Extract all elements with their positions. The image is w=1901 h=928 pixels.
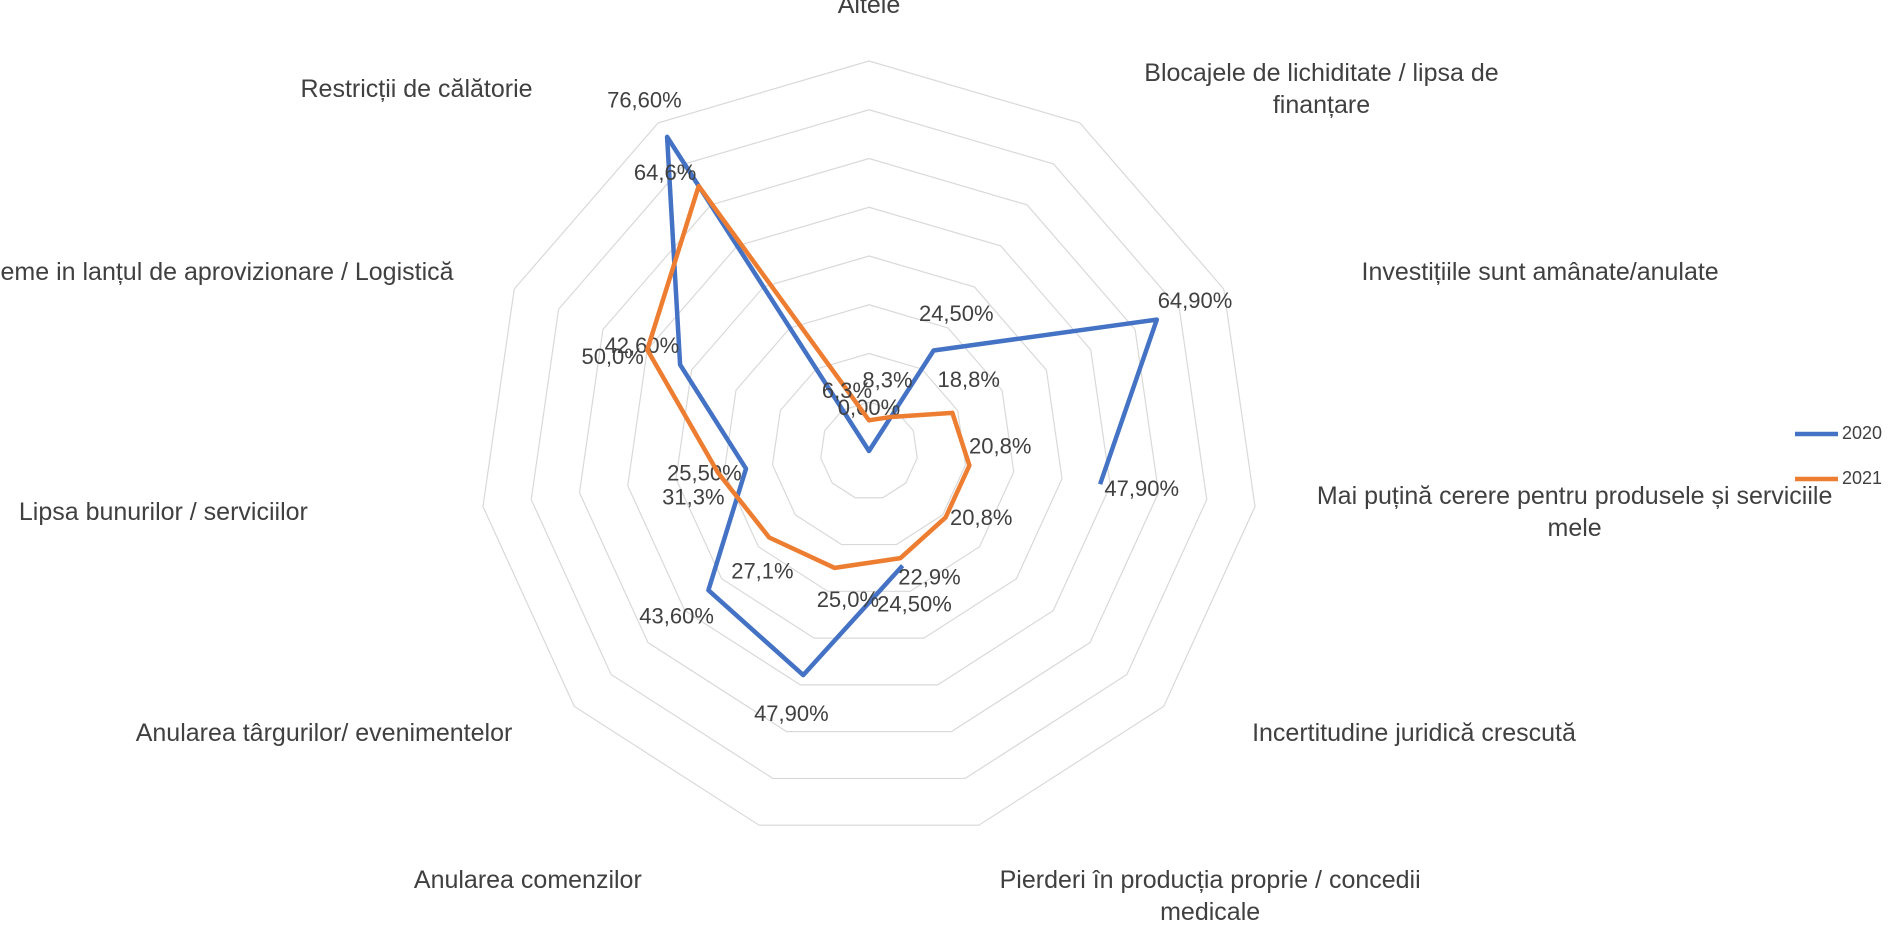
category-label: Incertitudine juridică crescută xyxy=(1252,718,1576,747)
category-label: Blocajele de lichiditate / lipsa de fina… xyxy=(1144,59,1499,120)
category-label: Altele xyxy=(837,0,901,19)
data-label: 22,9% xyxy=(898,565,960,590)
data-label: 25,50% xyxy=(667,460,742,485)
data-label: 43,60% xyxy=(639,604,714,629)
data-label: 25,0% xyxy=(817,587,879,612)
data-label: 47,90% xyxy=(1104,476,1179,501)
data-label: 42,60% xyxy=(605,333,680,358)
data-label: 47,90% xyxy=(754,701,829,726)
data-label: 8,3% xyxy=(862,367,912,392)
grid-ring xyxy=(820,401,918,499)
data-label: 20,8% xyxy=(950,505,1012,530)
grid-ring xyxy=(578,157,1160,733)
data-label: 50,0% xyxy=(581,344,643,369)
series-line xyxy=(645,185,972,571)
grid-ring xyxy=(771,352,967,546)
data-label: 18,8% xyxy=(938,367,1000,392)
category-label: Pierderi în producția proprie / concedii… xyxy=(999,865,1421,926)
grid-ring xyxy=(723,304,1015,592)
data-label: 20,8% xyxy=(969,433,1031,458)
data-label: 24,50% xyxy=(919,301,994,326)
grid-ring xyxy=(530,109,1208,780)
category-label: Probleme in lanțul de aprovizionare / Lo… xyxy=(0,258,454,287)
series-line-closure xyxy=(696,183,872,423)
category-label: Restricții de călătorie xyxy=(300,75,533,104)
category-label: Lipsa bunurilor / serviciilor xyxy=(18,498,308,527)
data-label: 27,1% xyxy=(731,558,793,583)
series-line xyxy=(664,136,1160,678)
data-label: 24,50% xyxy=(877,592,952,617)
category-label: Anularea târgurilor/ evenimentelor xyxy=(135,718,513,747)
data-label: 64,90% xyxy=(1158,288,1233,313)
category-label: Investițiile sunt amânate/anulate xyxy=(1361,258,1719,287)
legend-label: 2020 xyxy=(1842,423,1882,443)
grid-ring xyxy=(675,255,1063,639)
data-label: 31,3% xyxy=(662,484,724,509)
category-label: Anularea comenzilor xyxy=(413,865,642,894)
data-label: 6,3% xyxy=(822,378,872,403)
grid-ring xyxy=(482,60,1256,826)
data-label: 76,60% xyxy=(607,87,682,112)
legend-label: 2021 xyxy=(1842,468,1882,488)
data-label: 64,6% xyxy=(634,160,696,185)
chart: 0,00%24,50%64,90%47,90%24,50%47,90%43,60… xyxy=(482,60,1882,826)
category-label: Mai puțină cerere pentru produsele și se… xyxy=(1316,482,1833,543)
